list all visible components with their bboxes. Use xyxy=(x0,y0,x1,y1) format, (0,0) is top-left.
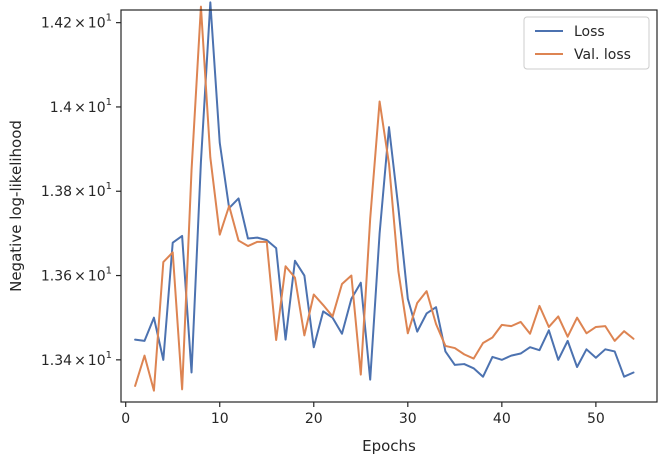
series-lines xyxy=(134,1,635,392)
axes: 0 10 20 30 40 50 1.34 × 101 1.36 × 101 1.38 × 101 1.4 × 1… xyxy=(41,13,605,427)
x-tick-label: 40 xyxy=(493,411,511,427)
series-line-1 xyxy=(134,5,635,392)
x-tick-label: 30 xyxy=(399,411,417,427)
y-tick-label: 1.34 × 101 xyxy=(41,350,112,369)
plot-frame xyxy=(120,9,658,403)
y-tick-label: 1.4 × 101 xyxy=(50,97,112,116)
y-tick-label: 1.36 × 101 xyxy=(41,266,112,285)
y-axis-label: Negative log-likelihood xyxy=(7,120,25,292)
legend: Loss Val. loss xyxy=(523,16,650,70)
x-tick-label: 20 xyxy=(305,411,323,427)
legend-label: Val. loss xyxy=(574,47,631,63)
series-line-0 xyxy=(134,1,635,381)
y-tick-label: 1.42 × 101 xyxy=(41,13,112,32)
legend-label: Loss xyxy=(574,24,605,40)
y-tick-label: 1.38 × 101 xyxy=(41,181,112,200)
x-tick-label: 0 xyxy=(121,411,130,427)
x-axis-label: Epochs xyxy=(362,437,416,455)
x-tick-label: 50 xyxy=(587,411,605,427)
x-tick-label: 10 xyxy=(211,411,229,427)
